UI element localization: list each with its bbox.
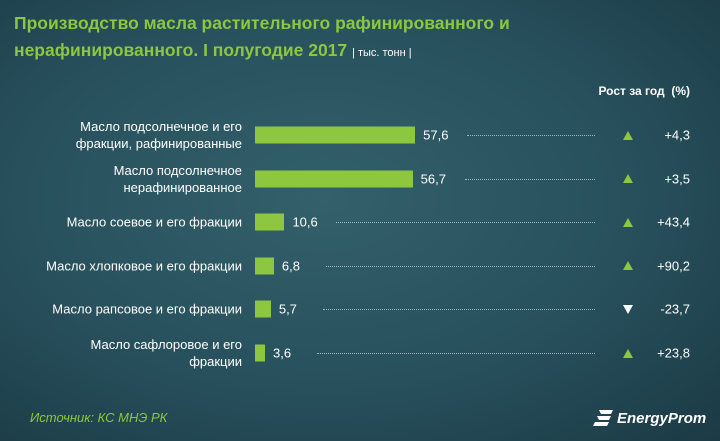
bar xyxy=(255,213,285,231)
chart-title-block: Производство масла растительного рафинир… xyxy=(14,10,614,67)
value-label: 57,6 xyxy=(423,127,449,143)
unit: | тыс. тонн | xyxy=(352,47,412,59)
growth-label: +43,4 xyxy=(657,214,690,230)
arrow-up xyxy=(623,348,633,358)
logo-icon xyxy=(593,410,613,426)
bar xyxy=(255,170,413,188)
leader-line xyxy=(322,309,595,311)
category-label: Масло соевое и его фракции xyxy=(66,214,242,230)
category-label: Масло хлопковое и его фракции xyxy=(46,258,242,274)
chart-title: Производство масла растительного рафинир… xyxy=(14,13,510,60)
leader-line xyxy=(317,353,595,354)
value-label: 6,8 xyxy=(281,258,300,274)
arrow-down xyxy=(623,304,633,314)
logo: EnergyProm xyxy=(617,410,707,427)
growth-label: -23,7 xyxy=(660,301,690,317)
arrow-up xyxy=(623,261,633,271)
growth-label: +3,5 xyxy=(664,171,690,187)
arrow-up xyxy=(623,174,633,184)
category-label: Масло сафлоровое и его фракции xyxy=(90,337,242,369)
leader-line xyxy=(336,222,595,224)
category-label: Масло рапсовое и его фракции xyxy=(52,301,242,317)
value-label: 10,6 xyxy=(292,214,318,230)
bar xyxy=(255,344,265,362)
value-label: 3,6 xyxy=(273,345,292,361)
growth-label: +23,8 xyxy=(657,345,690,361)
leader-line xyxy=(464,178,595,180)
growth-title: Рост за год (%) xyxy=(598,84,690,98)
bar xyxy=(255,257,274,275)
value-label: 56,7 xyxy=(420,171,446,187)
growth-label: +4,3 xyxy=(664,127,690,143)
leader-line xyxy=(467,135,595,136)
category-label: Масло подсолнечное и его фракции, рафини… xyxy=(75,119,242,151)
leader-line xyxy=(325,265,595,267)
arrow-up xyxy=(623,130,633,140)
arrow-up xyxy=(623,217,633,227)
growth-label: +90,2 xyxy=(657,258,690,274)
bar xyxy=(255,300,271,318)
category-label: Масло подсолнечное нерафинированное xyxy=(113,162,242,195)
value-label: 5,7 xyxy=(278,301,297,317)
source: Источник: КС МНЭ РК xyxy=(30,410,168,425)
bar xyxy=(255,126,416,144)
